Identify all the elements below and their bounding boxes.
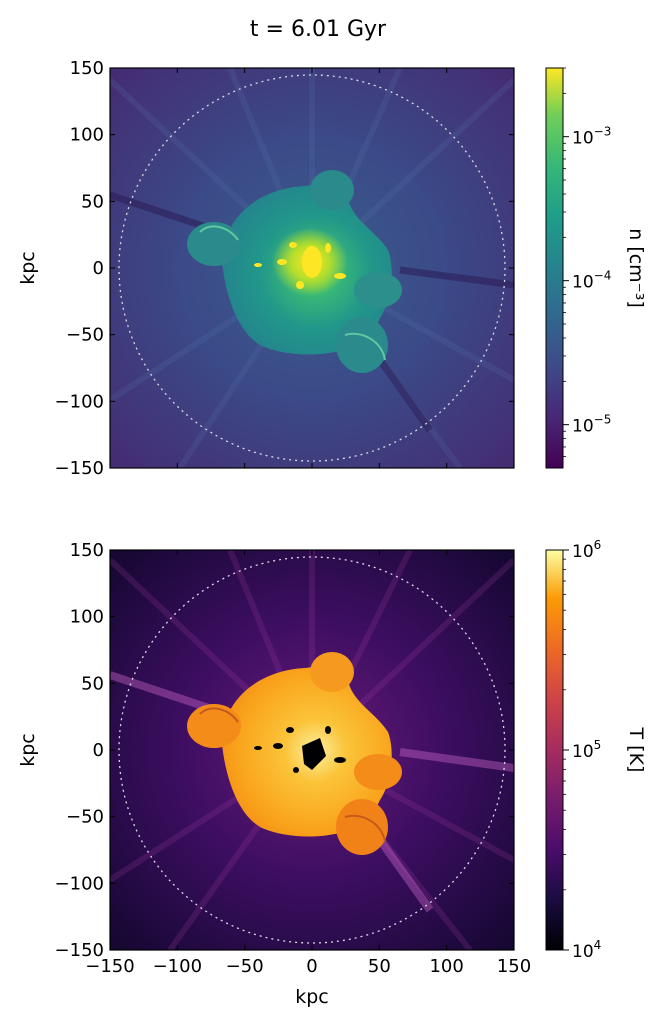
y-tick-label: 100 xyxy=(70,607,104,628)
temperature-colorbar-label: T [K] xyxy=(625,727,647,773)
colorbar-tick-base: 10 xyxy=(572,417,594,437)
colorbar-tick-label: 105 xyxy=(572,738,601,762)
colorbar-tick-exponent: 5 xyxy=(594,738,602,752)
y-tick-label: 0 xyxy=(93,740,104,761)
y-tick-label: −50 xyxy=(66,807,104,828)
reference-circle xyxy=(118,74,506,462)
colorbar-tick-label: 10−3 xyxy=(572,125,611,149)
y-tick-label: 50 xyxy=(81,191,104,212)
density-colorbar xyxy=(545,67,564,469)
colorbar-tick-exponent: 6 xyxy=(594,538,602,552)
density-colorbar-axis: 10−310−410−5 xyxy=(563,67,611,457)
temperature-y-label: kpc xyxy=(17,733,39,767)
temperature-colorbar xyxy=(545,549,564,951)
density-colorbar-label: n [cm⁻³] xyxy=(625,228,647,308)
figure-title: t = 6.01 Gyr xyxy=(250,17,387,42)
colorbar-tick-base: 10 xyxy=(572,742,594,762)
y-tick-label: 150 xyxy=(70,58,104,79)
temperature-x-axis: −150 −100 −50 0 50 100 150 xyxy=(85,550,531,977)
colorbar-tick-label: 106 xyxy=(572,538,601,562)
temperature-x-label: kpc xyxy=(295,986,329,1008)
x-tick-label: −50 xyxy=(226,956,264,977)
colorbar-tick-base: 10 xyxy=(572,542,594,562)
x-tick-label: 0 xyxy=(306,956,317,977)
x-tick-label: −150 xyxy=(85,956,134,977)
x-tick-label: 50 xyxy=(368,956,391,977)
y-tick-label: −50 xyxy=(66,325,104,346)
temperature-y-axis: 150 100 50 0 −50 −100 −150 xyxy=(55,540,514,961)
colorbar-tick-label: 10−5 xyxy=(572,413,611,437)
y-tick-label: −150 xyxy=(55,458,104,479)
colorbar-tick-label: 104 xyxy=(572,938,601,962)
colorbar-tick-exponent: −3 xyxy=(594,125,612,139)
colorbar-tick-exponent: −4 xyxy=(594,269,612,283)
colorbar-tick-exponent: 4 xyxy=(594,938,602,952)
x-tick-label: 150 xyxy=(497,956,531,977)
colorbar-tick-base: 10 xyxy=(572,129,594,149)
y-tick-label: −100 xyxy=(55,873,104,894)
density-x-axis xyxy=(109,68,515,468)
colorbar-tick-label: 10−4 xyxy=(572,269,611,293)
x-tick-label: −100 xyxy=(153,956,202,977)
density-y-axis: 150 100 50 0 −50 −100 −150 xyxy=(55,58,514,479)
y-tick-label: −100 xyxy=(55,391,104,412)
density-heatmap xyxy=(110,68,514,468)
density-y-label: kpc xyxy=(17,251,39,285)
temperature-heatmap xyxy=(110,550,514,950)
colorbar-tick-exponent: −5 xyxy=(594,413,612,427)
colorbar-tick-base: 10 xyxy=(572,942,594,962)
y-tick-label: 100 xyxy=(70,125,104,146)
reference-circle xyxy=(118,556,506,944)
y-tick-label: −150 xyxy=(55,940,104,961)
y-tick-label: 50 xyxy=(81,673,104,694)
y-tick-label: 0 xyxy=(93,258,104,279)
y-tick-label: 150 xyxy=(70,540,104,561)
x-tick-label: 100 xyxy=(429,956,463,977)
colorbar-tick-base: 10 xyxy=(572,273,594,293)
